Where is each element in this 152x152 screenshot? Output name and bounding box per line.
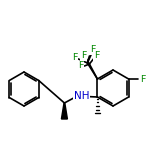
Text: F: F bbox=[81, 52, 86, 60]
Text: NH: NH bbox=[74, 91, 89, 101]
Text: F: F bbox=[94, 52, 99, 60]
Text: F: F bbox=[78, 62, 83, 71]
Text: F: F bbox=[140, 74, 145, 83]
Polygon shape bbox=[61, 103, 67, 119]
Text: F: F bbox=[72, 54, 77, 62]
Text: F: F bbox=[90, 45, 95, 55]
